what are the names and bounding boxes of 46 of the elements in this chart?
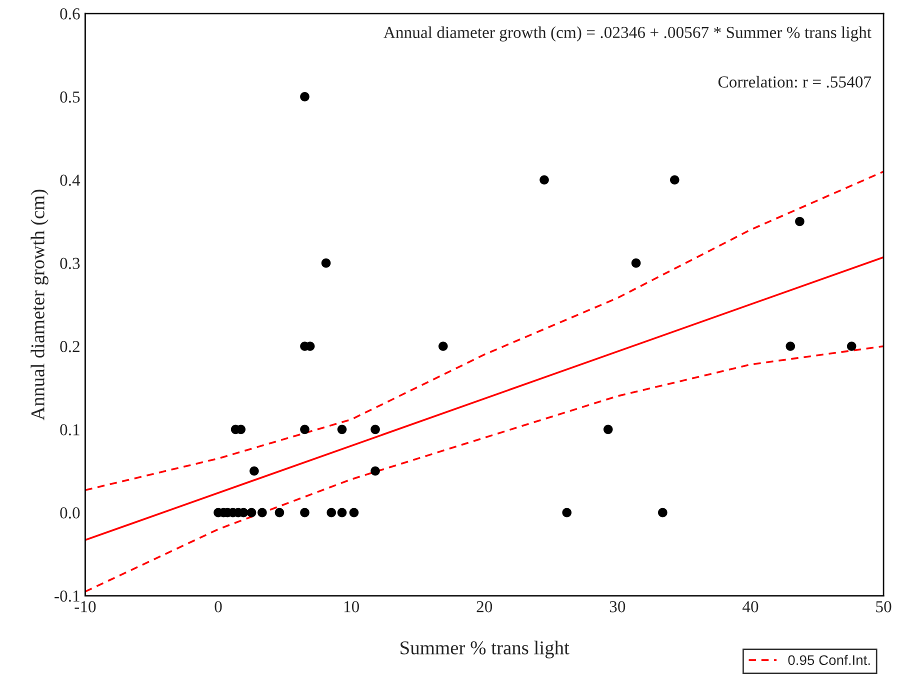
point [349,508,359,518]
point [631,258,641,268]
point [258,508,267,518]
x-tick-label: 0 [214,601,222,612]
point [370,424,380,434]
y-tick-label: 0.5 [60,91,80,103]
point [670,175,680,185]
y-tick-label: 0.2 [60,340,80,352]
point [795,216,804,226]
x-tick-label: 20 [476,601,492,612]
y-tick-label: 0.1 [60,424,80,436]
point [300,424,310,434]
point [562,508,572,518]
x-tick-label: 30 [610,601,626,612]
x-tick-label: 50 [876,601,892,612]
point [300,508,310,518]
point [274,508,284,518]
point [300,92,310,102]
line-series [85,170,884,492]
y-tick-label: 0.4 [60,174,80,186]
point [326,508,336,518]
x-axis-title: Summer % trans light [400,640,570,658]
annotation: Correlation: r = .55407 [718,76,872,88]
y-axis-title: Annual diameter growth (cm) [30,190,48,420]
point [337,508,347,518]
point [658,508,668,518]
point [438,342,448,351]
point [370,466,380,476]
y-tick-label: 0.3 [60,258,80,270]
y-tick-label: 0.0 [60,507,80,519]
x-tick-label: 10 [344,601,360,612]
annotation: Annual diameter growth (cm) = .02346 + .00567 * Summer % trans light [384,26,872,42]
point [603,424,613,434]
y-tick-label: -0.1 [54,590,80,602]
x-tick-label: -10 [74,601,96,612]
point [337,424,347,434]
legend-label: 0.95 Conf.Int. [788,654,870,666]
line-series [85,345,884,593]
point [246,508,256,518]
point [786,342,796,351]
point [250,466,259,476]
point [540,175,549,185]
y-tick-label: 0.6 [60,8,80,20]
point [321,258,331,268]
x-tick-label: 40 [742,601,758,612]
point [846,342,856,351]
